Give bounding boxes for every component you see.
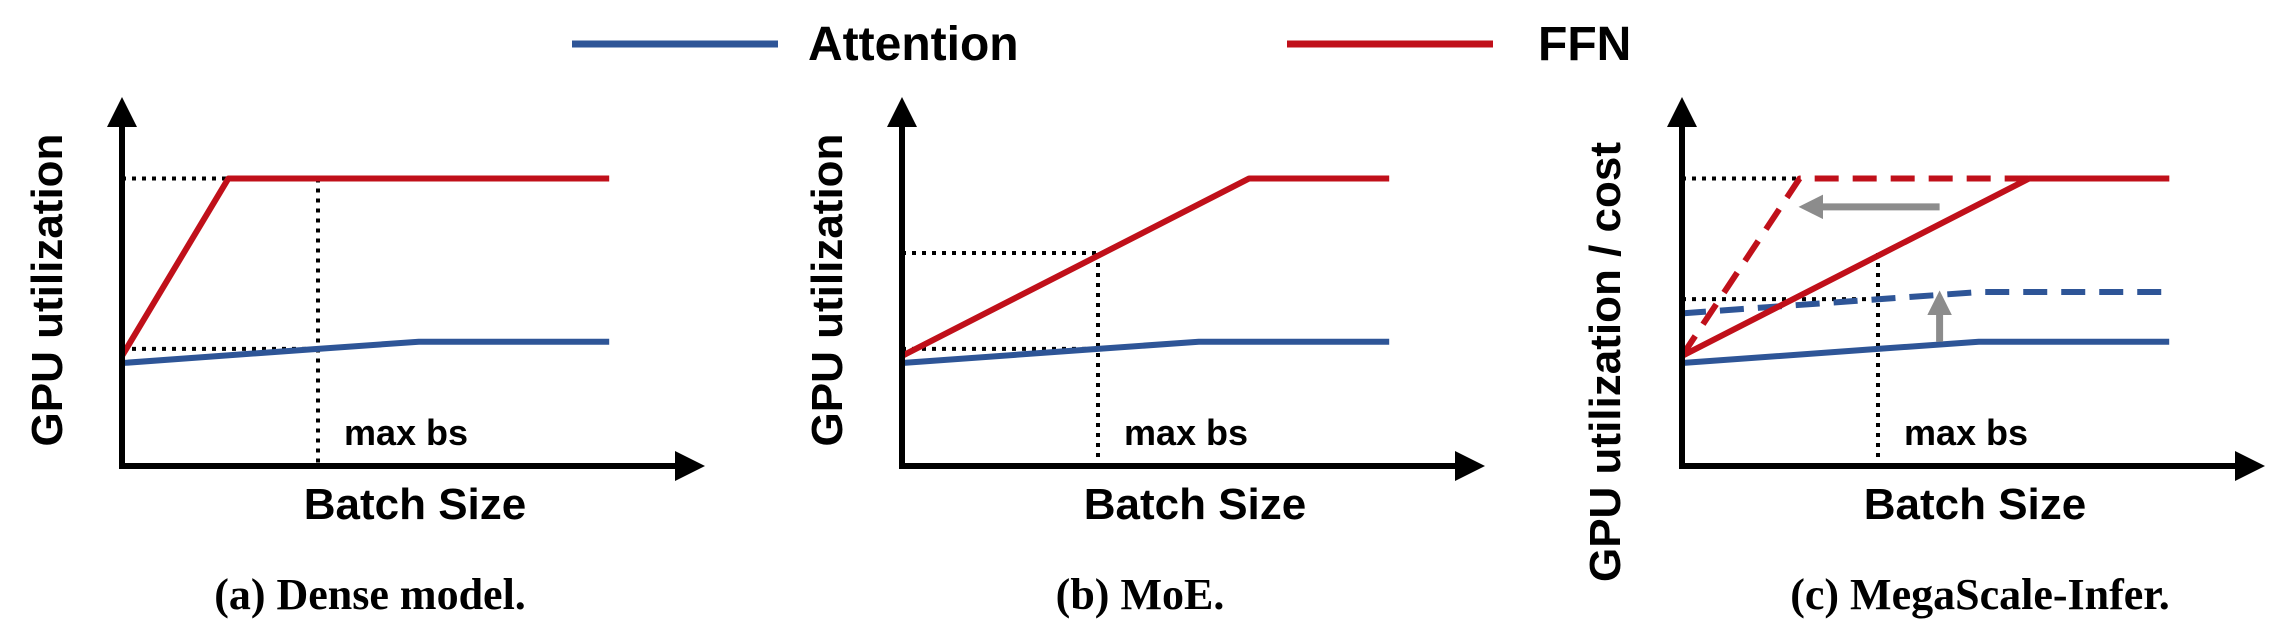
panel-c-max-bs-label: max bs	[1904, 412, 2028, 453]
panel-megascale-infer: GPU utilization / cost Batch Size max bs…	[1581, 97, 2265, 619]
panel-a-caption: (a) Dense model.	[214, 570, 526, 619]
panel-c-attention-dashed-line	[1681, 289, 2170, 317]
panel-a-y-axis-label: GPU utilization	[23, 134, 72, 447]
panel-b-marks	[900, 175, 1390, 466]
legend-attention-label: Attention	[808, 18, 1019, 71]
panel-a-attention-line	[121, 338, 610, 367]
legend: Attention FFN	[572, 18, 1631, 71]
panel-a-marks	[119, 175, 610, 466]
panel-b-max-bs-label: max bs	[1124, 412, 1248, 453]
panel-a-ffn-line	[119, 175, 610, 358]
panel-b-attention-line	[901, 338, 1390, 367]
panel-b-caption: (b) MoE.	[1056, 570, 1225, 619]
panel-c-caption: (c) MegaScale-Infer.	[1790, 570, 2170, 619]
panel-dense-model: GPU utilization Batch Size max bs (a) De…	[23, 97, 705, 619]
panel-b-y-axis-label: GPU utilization	[803, 134, 852, 447]
panel-b-ffn-line	[900, 175, 1390, 359]
panel-b-x-axis-label: Batch Size	[1084, 480, 1307, 529]
legend-ffn-label: FFN	[1538, 18, 1631, 71]
panel-c-marks	[1679, 175, 2170, 466]
panel-a-x-axis-label: Batch Size	[304, 480, 527, 529]
panel-c-attention-line	[1681, 338, 2170, 367]
panel-a-max-bs-label: max bs	[344, 412, 468, 453]
panel-c-ffn-dashed-line	[1679, 175, 2170, 358]
panel-c-y-axis-label: GPU utilization / cost	[1581, 142, 1630, 582]
panel-c-x-axis-label: Batch Size	[1864, 480, 2087, 529]
panel-moe: GPU utilization Batch Size max bs (b) Mo…	[803, 97, 1485, 619]
